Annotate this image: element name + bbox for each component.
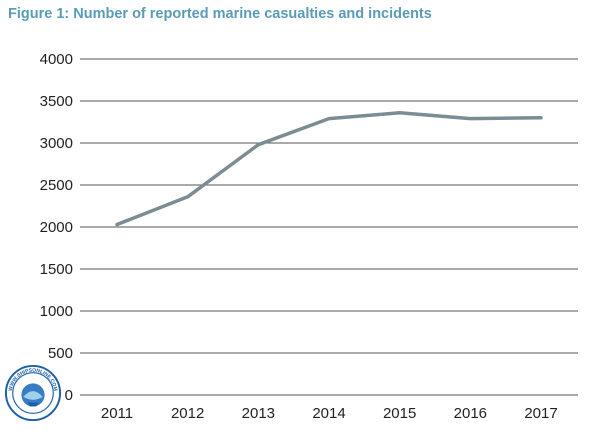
- x-tick-label-2015: 2015: [383, 405, 416, 422]
- x-axis-ticks: 2011 2012 2013 2014 2015 2016 2017: [101, 405, 558, 422]
- y-tick-label-1000: 1000: [40, 303, 73, 320]
- gridlines: [80, 58, 578, 396]
- y-axis-ticks: 0 500 1000 1500 2000 2500 3000 3500 4000: [40, 51, 73, 404]
- y-tick-label-2000: 2000: [40, 219, 73, 236]
- x-tick-label-2013: 2013: [242, 405, 275, 422]
- seal-logo-icon: WWW.SHIPSONLINE.COM: [4, 364, 62, 422]
- y-tick-label-3000: 3000: [40, 135, 73, 152]
- x-tick-label-2012: 2012: [171, 405, 204, 422]
- y-tick-label-4000: 4000: [40, 51, 73, 68]
- y-tick-label-1500: 1500: [40, 261, 73, 278]
- chart-title: Figure 1: Number of reported marine casu…: [8, 6, 432, 22]
- y-tick-label-3500: 3500: [40, 93, 73, 110]
- series-layer: [115, 111, 543, 227]
- y-tick-label-2500: 2500: [40, 177, 73, 194]
- y-tick-label-500: 500: [48, 345, 73, 362]
- x-tick-label-2017: 2017: [524, 405, 557, 422]
- x-tick-label-2011: 2011: [101, 405, 133, 422]
- series-line-0: [115, 111, 543, 227]
- x-tick-label-2016: 2016: [454, 405, 487, 422]
- y-tick-label-0: 0: [65, 387, 73, 404]
- x-tick-label-2014: 2014: [312, 405, 345, 422]
